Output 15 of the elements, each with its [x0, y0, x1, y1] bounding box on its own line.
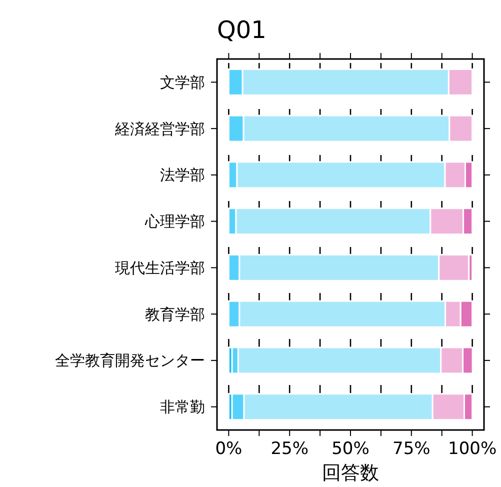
x-tick-label: 25% — [270, 439, 308, 459]
x-tick-label: 50% — [332, 439, 370, 459]
y-tick-label: 法学部 — [160, 166, 205, 184]
x-tick-label: 75% — [392, 439, 430, 459]
y-tick-label: 現代生活学部 — [115, 258, 205, 277]
y-tick-label: 文学部 — [160, 73, 205, 92]
y-tick-label: 経済経営学部 — [114, 120, 205, 138]
y-tick-label: 全学教育開発センター — [55, 352, 205, 370]
y-tick-label: 心理学部 — [144, 212, 205, 231]
x-axis-title: 回答数 — [322, 462, 379, 484]
y-tick-label: 教育学部 — [145, 305, 205, 324]
y-tick-label: 非常勤 — [160, 398, 205, 416]
x-tick-label: 100% — [448, 439, 497, 459]
x-tick-label: 0% — [215, 439, 242, 459]
chart-title: Q01 — [217, 16, 266, 44]
